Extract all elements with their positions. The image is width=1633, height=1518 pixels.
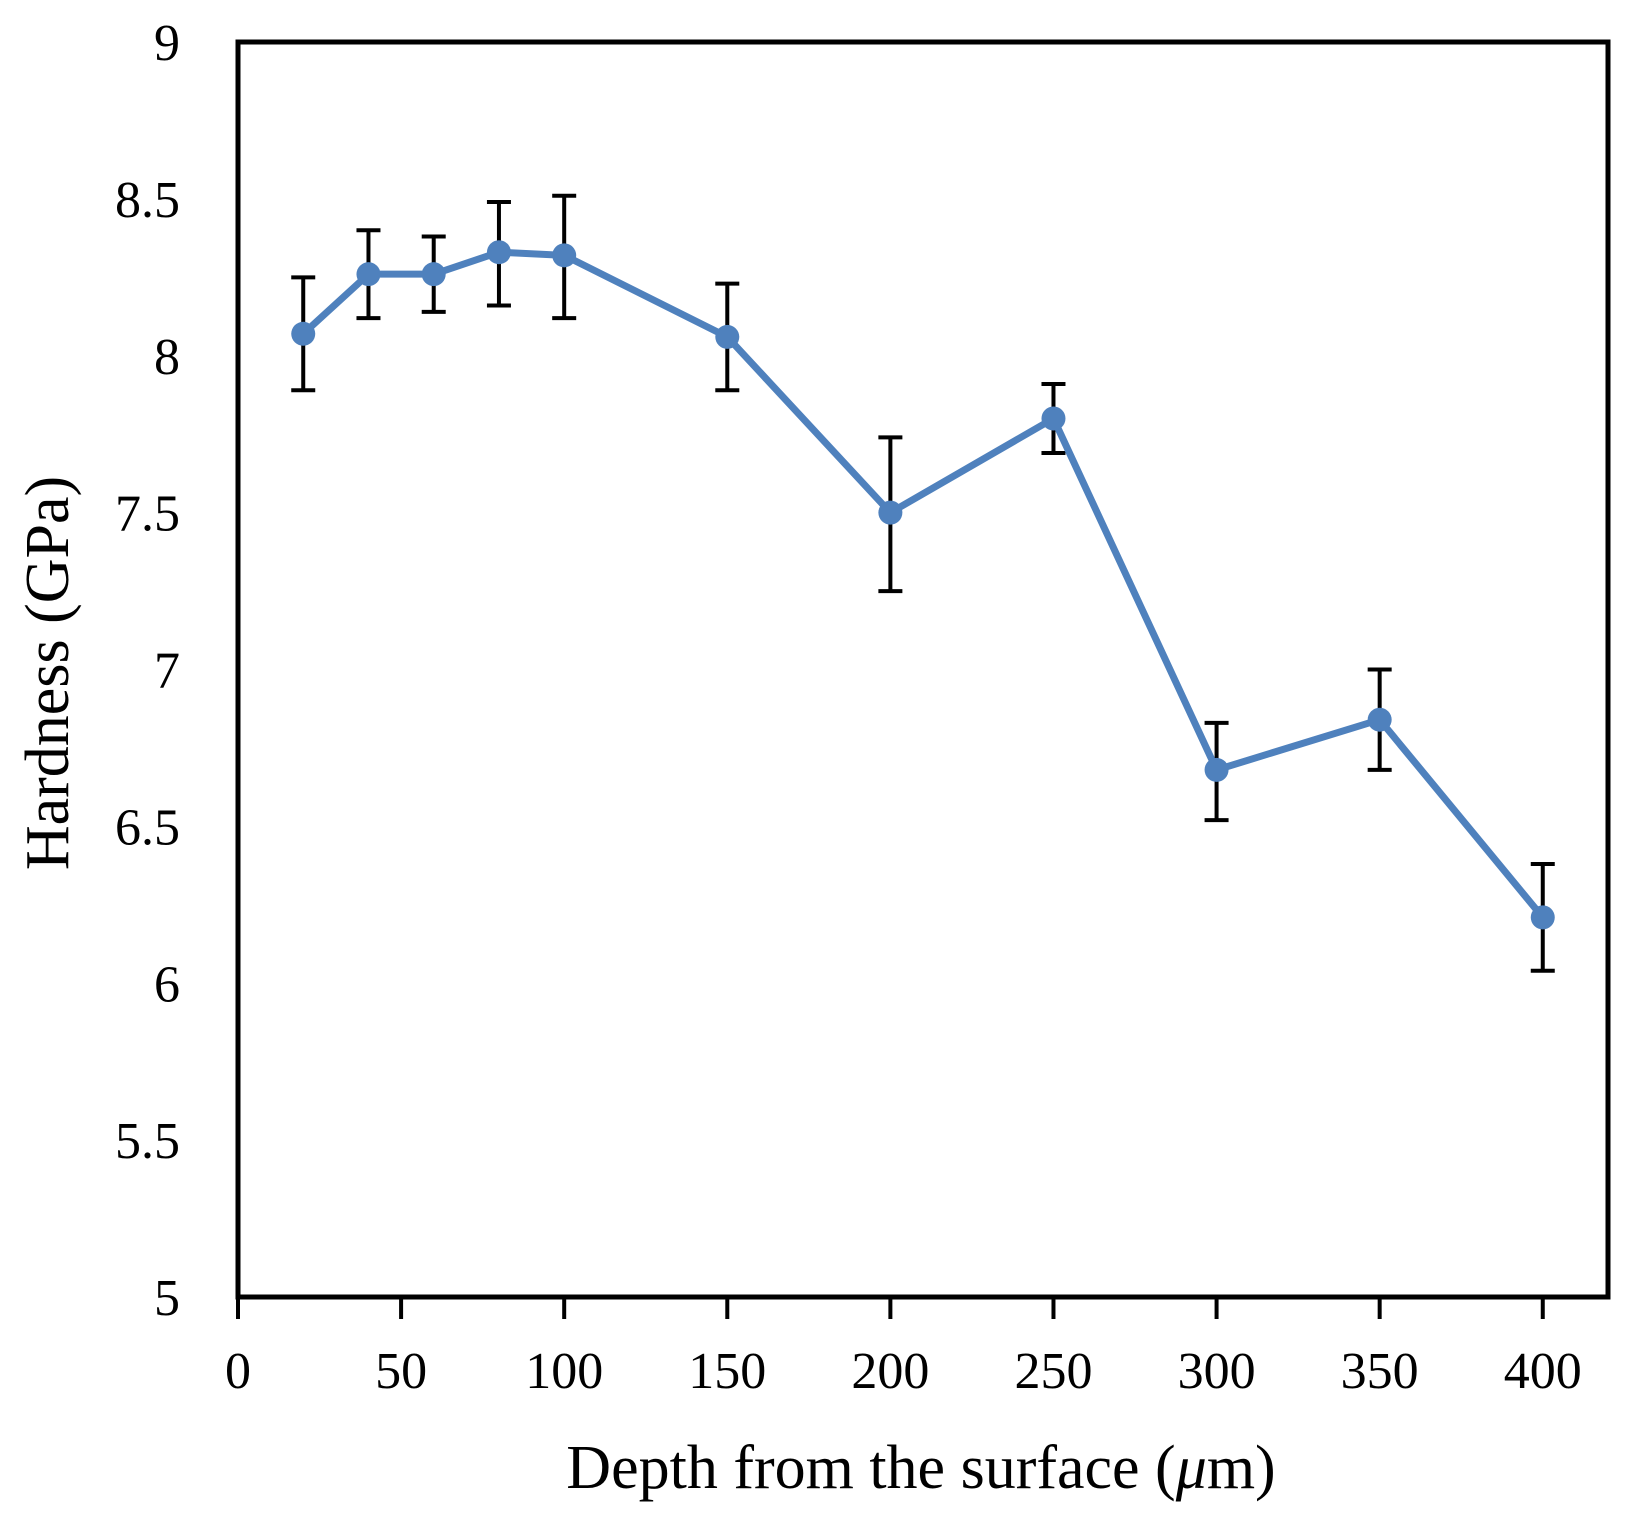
data-point: [421, 262, 446, 287]
x-axis-title-main: Depth from the surface (: [566, 1434, 1175, 1502]
y-axis-title: Hardness (GPa): [14, 476, 82, 870]
data-point: [486, 240, 511, 265]
x-tick-label: 300: [1178, 1343, 1256, 1400]
data-point: [1204, 757, 1229, 782]
y-tick-label: 8: [154, 329, 180, 386]
x-tick-label: 200: [851, 1343, 929, 1400]
data-point: [1367, 707, 1392, 732]
y-tick-label: 5.5: [115, 1113, 180, 1170]
y-tick-label: 7: [154, 643, 180, 700]
x-tick-label: 0: [225, 1343, 251, 1400]
y-tick-label: 8.5: [115, 172, 180, 229]
x-axis-title-end: m): [1207, 1434, 1276, 1502]
y-tick-label: 6.5: [115, 799, 180, 856]
y-tick-label: 5: [154, 1270, 180, 1327]
x-tick-label: 50: [375, 1343, 427, 1400]
y-tick-label: 7.5: [115, 486, 180, 543]
data-point: [356, 262, 381, 287]
x-axis-title-unit: μ: [1175, 1434, 1207, 1502]
data-point: [1530, 905, 1555, 930]
data-point: [291, 321, 316, 346]
x-tick-label: 150: [688, 1343, 766, 1400]
x-axis-tick-labels: 0 50 100 150 200 250 300 350 400: [225, 1343, 1582, 1400]
x-tick-label: 250: [1014, 1343, 1092, 1400]
data-point: [1041, 406, 1066, 431]
data-markers: [291, 240, 1555, 930]
y-tick-label: 6: [154, 956, 180, 1013]
y-axis-tick-labels: 5 5.5 6 6.5 7 7.5 8 8.5 9: [115, 15, 180, 1327]
x-tick-label: 100: [525, 1343, 603, 1400]
x-tick-label: 350: [1341, 1343, 1419, 1400]
data-point: [878, 500, 903, 525]
data-point: [715, 324, 740, 349]
x-axis-title: Depth from the surface (μm): [566, 1434, 1275, 1502]
data-point: [552, 243, 577, 268]
x-tick-label: 400: [1504, 1343, 1582, 1400]
y-tick-label: 9: [154, 15, 180, 72]
x-axis-ticks: [236, 1297, 1545, 1319]
plot-area-frame: [235, 39, 1611, 1300]
